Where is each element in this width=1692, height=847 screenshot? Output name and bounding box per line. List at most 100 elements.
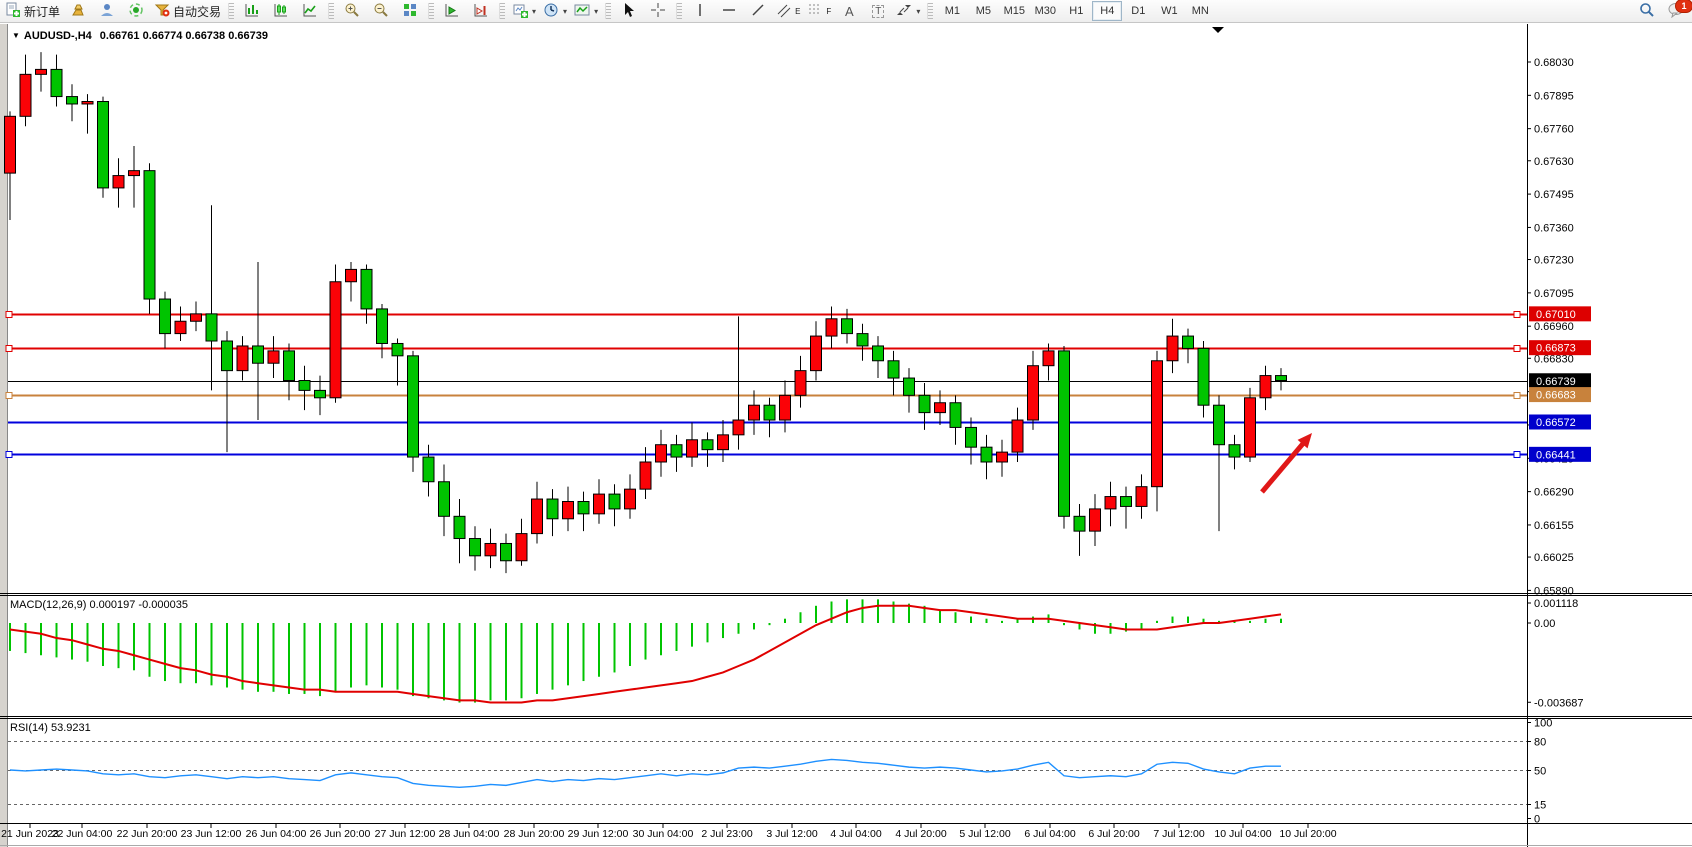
bar-chart-icon [244,2,260,21]
new-order-button[interactable]: 新订单 [2,0,63,22]
timeframe-m30-button[interactable]: M30 [1030,1,1060,21]
candle [1104,496,1117,510]
candle [360,268,373,310]
svg-text:3 Jul 12:00: 3 Jul 12:00 [766,828,818,840]
chat-button[interactable]: 1 [1662,0,1692,22]
toolbar-grip[interactable] [605,3,612,19]
svg-text:26 Jun 20:00: 26 Jun 20:00 [310,828,371,840]
toolbar-grip[interactable] [228,3,235,19]
horizontal-level-lines[interactable] [5,311,1527,458]
bar-chart-mode-button[interactable] [238,0,266,22]
new-chart-button[interactable]: ▾ [509,0,539,22]
chart-shift-icon [473,2,489,21]
timeframe-m1-button[interactable]: M1 [937,1,967,21]
price-badge [1529,340,1591,356]
candle [1089,508,1101,532]
zoom-out-icon [373,2,389,21]
vertical-line-icon [692,2,708,21]
arrows-tool-button[interactable]: ▾ [893,0,923,22]
autotrade-button[interactable]: 自动交易 [151,0,224,22]
channel-tool-button[interactable]: E [773,0,803,22]
crosshair-icon [650,2,666,21]
candle [1197,347,1210,406]
text-label-tool-button[interactable]: T [864,0,892,22]
candle [624,488,636,510]
svg-text:22 Jun 04:00: 22 Jun 04:00 [52,828,113,840]
zoom-out-button[interactable] [367,0,395,22]
candle [407,355,419,458]
line-chart-icon [302,2,318,21]
auto-scroll-button[interactable] [438,0,466,22]
channel-letter: E [795,6,801,16]
symbol-dropdown-icon[interactable]: ▼ [12,31,20,40]
search-button[interactable] [1633,0,1661,22]
tile-windows-button[interactable] [396,0,424,22]
chart-shift-button[interactable] [467,0,495,22]
macd-name: MACD(12,26,9) [10,599,87,611]
ohlc-values: 0.66761 0.66774 0.66738 0.66739 [99,30,268,42]
svg-text:0.67360: 0.67360 [1534,222,1574,234]
indicators-button[interactable]: ▾ [571,0,601,22]
svg-text:26 Jun 04:00: 26 Jun 04:00 [246,828,307,840]
trend-arrow-annotation[interactable] [1260,433,1312,494]
toolbar-grip[interactable] [927,3,934,19]
candle-chart-mode-button[interactable] [267,0,295,22]
candle [980,446,993,463]
timeframe-mn-button[interactable]: MN [1185,1,1215,21]
fibo-letter: F [826,6,832,16]
svg-text:22 Jun 20:00: 22 Jun 20:00 [117,828,178,840]
line-chart-mode-button[interactable] [296,0,324,22]
fibonacci-icon [807,2,823,21]
candle [794,370,807,396]
timeframe-h4-button[interactable]: H4 [1092,1,1123,21]
fibonacci-tool-button[interactable]: F [804,0,834,22]
toolbar-grip[interactable] [428,3,435,19]
toolbar-grip[interactable] [676,3,683,19]
candle [655,444,667,463]
period-button[interactable]: ▾ [540,0,570,22]
macd-indicator-label: MACD(12,26,9) 0.000197 -0.000035 [10,599,188,611]
cursor-tool-button[interactable] [615,0,643,22]
vertical-line-tool-button[interactable] [686,0,714,22]
timeframe-d1-button[interactable]: D1 [1123,1,1153,21]
svg-text:15: 15 [1534,800,1546,812]
text-tool-button[interactable]: A [835,0,863,22]
candle [19,73,32,117]
timeframe-m5-button[interactable]: M5 [968,1,998,21]
horizontal-line-tool-button[interactable] [715,0,743,22]
signal-icon [128,2,144,21]
svg-text:0.67895: 0.67895 [1534,90,1574,102]
line-handle [1513,451,1521,458]
timeframe-w1-button[interactable]: W1 [1154,1,1184,21]
svg-text:0.67095: 0.67095 [1534,288,1574,300]
candle [825,318,838,337]
signals-button[interactable] [122,0,150,22]
timeframe-label: D1 [1131,5,1146,17]
deposit-button[interactable] [64,0,92,22]
zoom-in-button[interactable] [338,0,366,22]
arrows-icon [896,2,912,21]
svg-text:0.67010: 0.67010 [1536,309,1576,321]
clock-icon [543,2,559,21]
svg-text:0: 0 [1534,814,1540,826]
candle [4,115,16,174]
chart-canvas[interactable]: 0.68030 0.67895 0.67760 0.67630 0.67495 0.673… [0,24,1692,847]
toolbar-grip[interactable] [328,3,335,19]
timeframe-h1-button[interactable]: H1 [1061,1,1091,21]
candle [174,320,187,335]
candlestick-chart-icon [273,2,289,21]
svg-text:6 Jul 04:00: 6 Jul 04:00 [1024,828,1076,840]
crosshair-tool-button[interactable] [644,0,672,22]
timeframe-m15-button[interactable]: M15 [999,1,1029,21]
toolbar-grip[interactable] [499,3,506,19]
candle [1244,397,1256,458]
community-button[interactable] [93,0,121,22]
svg-text:5 Jul 12:00: 5 Jul 12:00 [959,828,1011,840]
notification-badge: 1 [1675,0,1692,13]
timeframe-label: M5 [975,5,991,17]
candle [97,101,109,189]
trendline-tool-button[interactable] [744,0,772,22]
price-axis[interactable]: 0.68030 0.67895 0.67760 0.67630 0.67495 0.673… [1527,57,1574,597]
chart-shift-marker[interactable] [1212,27,1224,33]
